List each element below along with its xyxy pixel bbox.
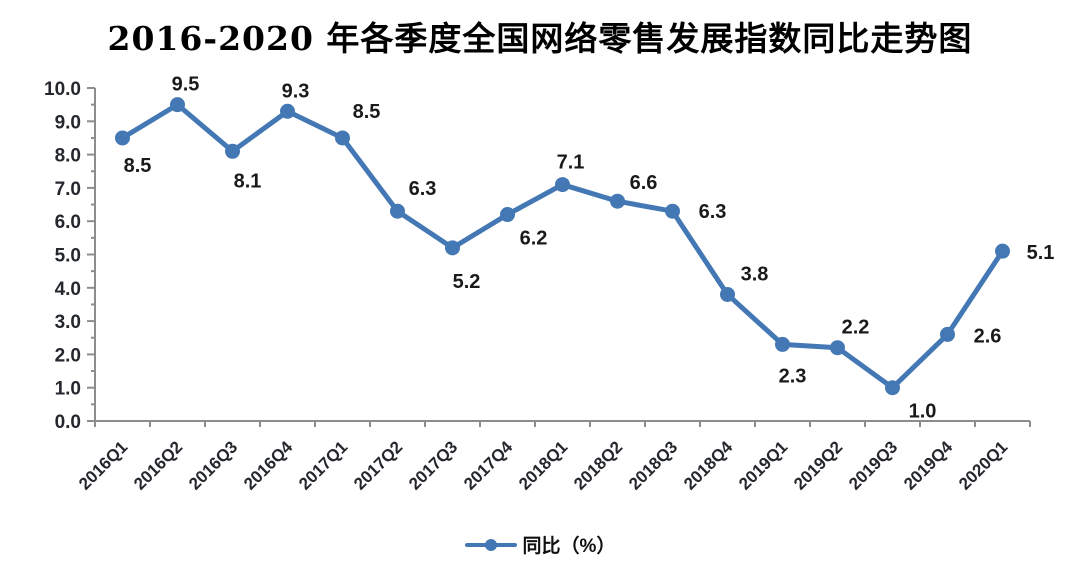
data-label: 5.1 (1027, 242, 1055, 264)
chart-title: 2016-2020 年各季度全国网络零售发展指数同比走势图 (107, 19, 973, 58)
x-tick-label: 2017Q2 (350, 437, 406, 493)
y-tick-label: 0.0 (55, 412, 81, 433)
data-label: 8.5 (353, 101, 381, 123)
x-tick-label: 2019Q4 (900, 437, 957, 494)
legend: 同比（%） (0, 531, 1080, 558)
data-point (775, 336, 790, 352)
y-tick-label: 8.0 (55, 146, 81, 167)
x-tick-label: 2017Q1 (295, 437, 351, 493)
data-point (500, 207, 515, 223)
y-tick-label: 9.0 (55, 112, 81, 133)
data-label: 8.1 (234, 170, 262, 192)
y-tick-label: 3.0 (55, 312, 81, 333)
x-tick-label: 2019Q3 (845, 437, 901, 493)
y-tick-label: 6.0 (55, 212, 81, 233)
data-point (445, 240, 460, 256)
data-label: 9.5 (172, 74, 200, 96)
y-tick-label: 7.0 (55, 179, 81, 200)
series-line (120, 102, 1005, 391)
data-label: 5.2 (453, 271, 481, 293)
data-point (335, 130, 350, 146)
data-label: 6.3 (699, 201, 727, 223)
data-label: 6.6 (630, 172, 658, 194)
data-point (225, 143, 240, 159)
y-tick-label: 1.0 (55, 379, 81, 400)
y-tick-label: 4.0 (55, 279, 81, 300)
data-label: 2.6 (974, 325, 1002, 347)
data-label: 8.5 (124, 155, 152, 177)
x-tick-label: 2016Q2 (130, 437, 186, 493)
legend-label: 同比（%） (522, 536, 616, 557)
legend-dot (484, 538, 497, 551)
x-tick-label: 2018Q1 (515, 437, 571, 493)
data-label: 3.8 (741, 263, 769, 285)
data-point (555, 177, 570, 193)
data-point (995, 243, 1010, 259)
x-tick-label: 2018Q3 (625, 437, 681, 493)
trend-chart: 0.0 1.0 2.0 3.0 4.0 5.0 6.0 7.0 8.0 9.0 10.0 2016Q1… (44, 74, 1055, 494)
data-point (610, 193, 625, 209)
data-label: 6.3 (409, 178, 437, 200)
x-tick-label: 2017Q4 (460, 437, 517, 494)
data-point (940, 326, 955, 342)
data-point (115, 130, 130, 146)
x-tick-label: 2016Q4 (240, 437, 297, 494)
data-point (830, 340, 845, 356)
data-label: 1.0 (909, 401, 937, 423)
data-label: 9.3 (282, 80, 310, 102)
x-tick-label: 2019Q2 (790, 437, 846, 493)
legend-line-marker-icon (464, 538, 517, 551)
x-tick-label: 2016Q1 (75, 437, 131, 493)
x-tick-label: 2019Q1 (735, 437, 791, 493)
data-label: 7.1 (557, 152, 585, 174)
x-tick-label: 2016Q3 (185, 437, 241, 493)
data-point (390, 203, 405, 219)
data-label: 6.2 (520, 228, 548, 250)
y-tick-label: 10.0 (44, 79, 81, 100)
y-tick-label: 2.0 (55, 345, 81, 366)
data-point (720, 286, 735, 302)
x-tick-label: 2017Q3 (405, 437, 461, 493)
data-point (665, 203, 680, 219)
x-tick-label: 2018Q2 (570, 437, 626, 493)
data-label: 2.3 (779, 365, 807, 387)
data-point (170, 97, 185, 113)
data-point (885, 380, 900, 396)
data-point (280, 103, 295, 119)
x-tick-label: 2018Q4 (680, 437, 737, 494)
data-label: 2.2 (842, 317, 870, 339)
y-tick-label: 5.0 (55, 246, 81, 267)
x-tick-label: 2020Q1 (955, 437, 1011, 493)
